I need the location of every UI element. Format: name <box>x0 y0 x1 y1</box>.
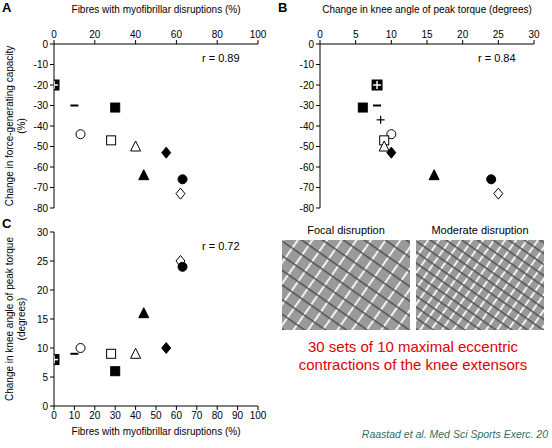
svg-text:-60: -60 <box>34 162 49 173</box>
svg-text:0: 0 <box>51 29 57 40</box>
svg-text:-40: -40 <box>34 121 49 132</box>
html-text:Fibres with myofibrillar disru: Fibres with myofibrillar disruptions (%) <box>71 426 241 437</box>
svg-text:-70: -70 <box>300 182 315 193</box>
svg-text:0: 0 <box>51 410 57 421</box>
html-text:r = 0.72: r = 0.72 <box>202 240 240 252</box>
svg-text:-20: -20 <box>300 80 315 91</box>
svg-text:-80: -80 <box>34 203 49 214</box>
html-text:Raastad et al. Med Sci Sports: Raastad et al. Med Sci Sports Exerc. 20 <box>361 428 548 440</box>
svg-text:-70: -70 <box>34 182 49 193</box>
svg-text:30: 30 <box>528 29 540 40</box>
svg-text:10: 10 <box>69 410 81 421</box>
html-text:A: A <box>2 0 12 15</box>
svg-text:-20: -20 <box>34 80 49 91</box>
svg-text:40: 40 <box>130 410 142 421</box>
svg-text:-50: -50 <box>34 141 49 152</box>
svg-text:40: 40 <box>130 29 142 40</box>
svg-text:5: 5 <box>353 29 359 40</box>
html-text:Focal disruption: Focal disruption <box>307 224 385 236</box>
svg-text:-10: -10 <box>34 59 49 70</box>
svg-text:20: 20 <box>89 29 101 40</box>
svg-text:30: 30 <box>37 227 49 238</box>
html-text:Change in knee angle of peak t: Change in knee angle of peak torque (deg… <box>4 237 27 401</box>
svg-text:-80: -80 <box>300 203 315 214</box>
svg-text:60: 60 <box>171 410 183 421</box>
html-text:Change in force-generating cap: Change in force-generating capacity (%) <box>4 45 27 207</box>
svg-text:10: 10 <box>37 343 49 354</box>
svg-text:80: 80 <box>212 29 224 40</box>
html-text:Fibres with myofibrillar disru: Fibres with myofibrillar disruptions (%) <box>71 4 241 15</box>
svg-text:30: 30 <box>110 410 122 421</box>
svg-text:5: 5 <box>42 372 48 383</box>
svg-text:60: 60 <box>171 29 183 40</box>
svg-text:50: 50 <box>150 410 162 421</box>
html-text:Change in knee angle of peak t: Change in knee angle of peak torque (deg… <box>322 4 532 15</box>
svg-text:0: 0 <box>42 39 48 50</box>
svg-text:20: 20 <box>457 29 469 40</box>
svg-text:-10: -10 <box>300 59 315 70</box>
svg-text:-60: -60 <box>300 162 315 173</box>
svg-text:15: 15 <box>421 29 433 40</box>
svg-text:10: 10 <box>386 29 398 40</box>
svg-text:0: 0 <box>42 401 48 412</box>
html-text:r = 0.84: r = 0.84 <box>478 52 516 64</box>
svg-text:-40: -40 <box>300 121 315 132</box>
svg-text:80: 80 <box>212 410 224 421</box>
svg-text:-30: -30 <box>300 100 315 111</box>
html-text:B: B <box>278 0 288 15</box>
html-text:r = 0.89: r = 0.89 <box>202 52 240 64</box>
html-text:30 sets of 10 maximal eccentri: 30 sets of 10 maximal eccentric contract… <box>298 338 528 373</box>
svg-text:-50: -50 <box>300 141 315 152</box>
svg-text:25: 25 <box>37 256 49 267</box>
html-text:C: C <box>2 216 12 231</box>
svg-text:20: 20 <box>37 285 49 296</box>
svg-text:70: 70 <box>191 410 203 421</box>
svg-text:-30: -30 <box>34 100 49 111</box>
svg-text:25: 25 <box>493 29 505 40</box>
svg-text:20: 20 <box>89 410 101 421</box>
svg-text:90: 90 <box>232 410 244 421</box>
svg-text:15: 15 <box>37 314 49 325</box>
svg-text:100: 100 <box>250 29 267 40</box>
svg-text:0: 0 <box>308 39 314 50</box>
svg-text:0: 0 <box>317 29 323 40</box>
svg-text:100: 100 <box>250 410 267 421</box>
html-text:Moderate disruption: Moderate disruption <box>431 224 529 236</box>
